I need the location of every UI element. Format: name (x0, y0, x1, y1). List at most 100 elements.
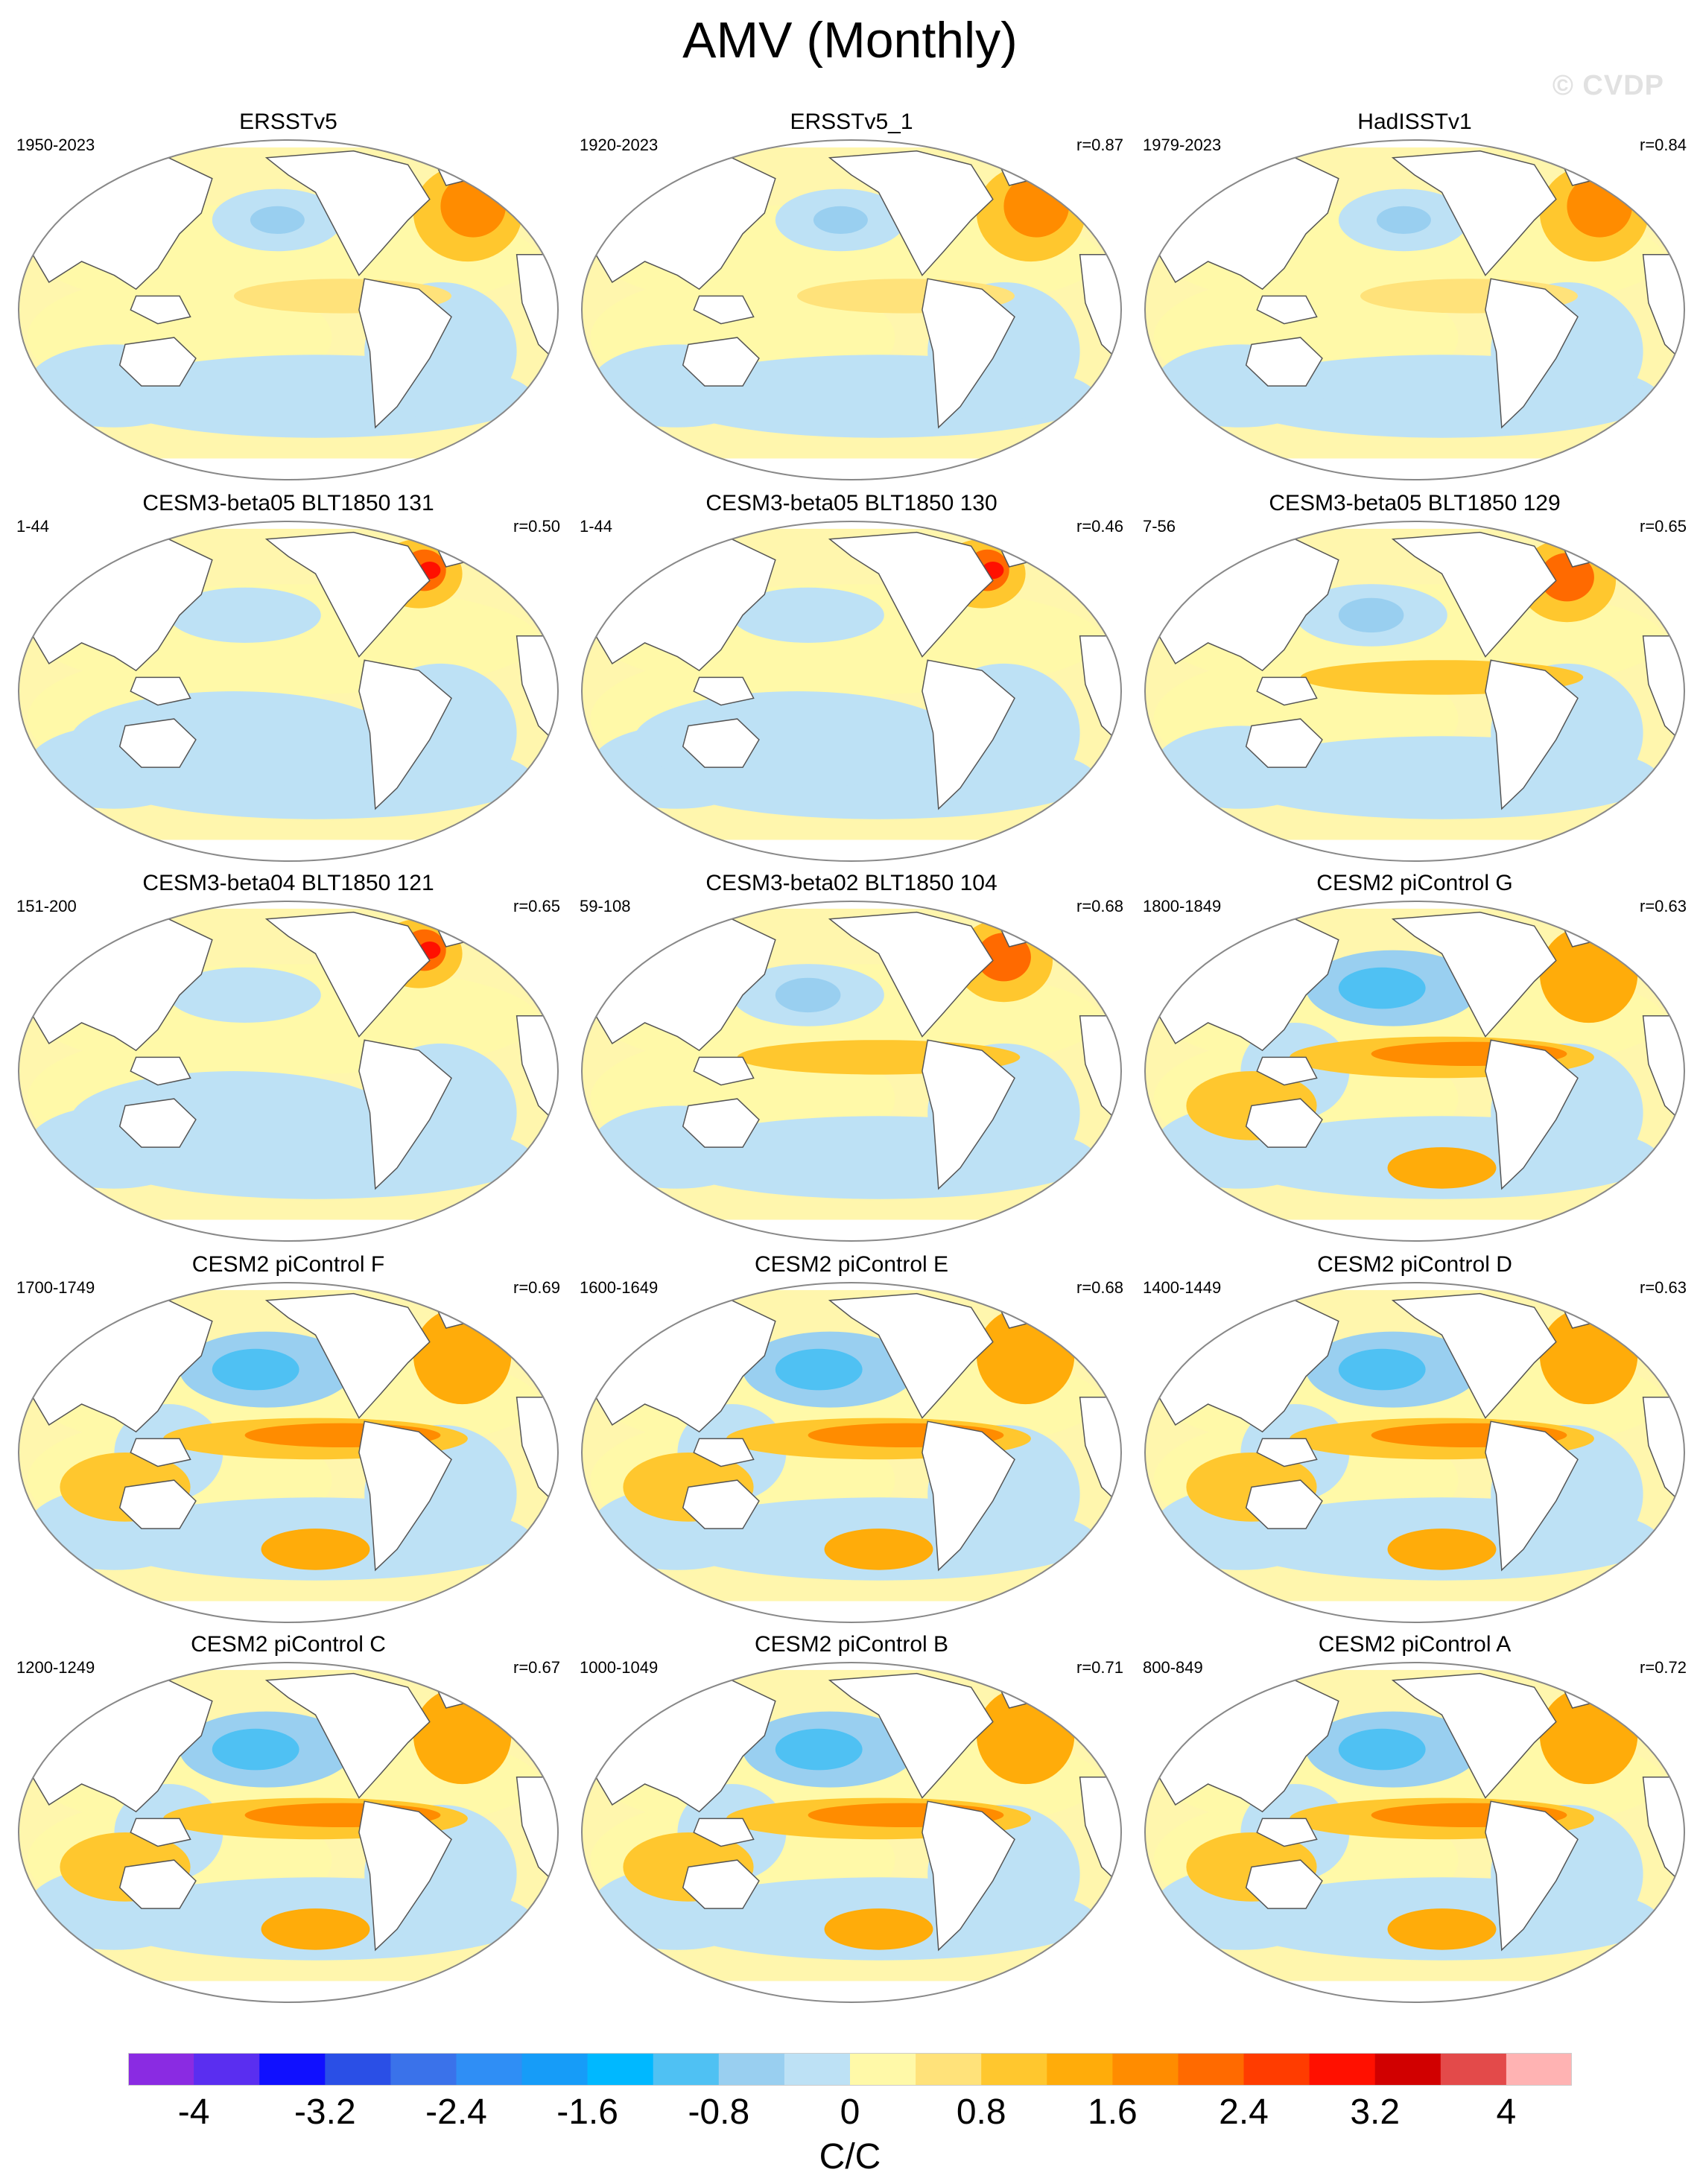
map-panel: CESM2 piControl F 1700-1749 r=0.69 (16, 1251, 560, 1624)
land-maritime-continent (130, 676, 191, 706)
land-australia (1245, 337, 1323, 387)
land-north-america (264, 1672, 431, 1799)
panel-correlation: r=0.72 (1640, 1658, 1687, 1677)
land-south-america (922, 1039, 1015, 1190)
map-panel: CESM2 piControl G 1800-1849 r=0.63 (1143, 870, 1687, 1242)
panel-title: CESM3-beta02 BLT1850 104 (705, 871, 998, 895)
anomaly-region (168, 587, 321, 643)
anomaly-region (813, 206, 868, 234)
map-border (1144, 521, 1685, 862)
panel-period: 1920-2023 (580, 136, 659, 154)
land-north-america (264, 1292, 431, 1419)
panel-period: 59-108 (580, 897, 631, 915)
map-panel: CESM3-beta04 BLT1850 121 151-200 r=0.65 (16, 870, 560, 1242)
panel-period: 1000-1049 (580, 1658, 659, 1677)
anomaly-region (1539, 926, 1638, 1023)
panel-correlation: r=0.71 (1076, 1658, 1123, 1677)
map-panel: CESM2 piControl B 1000-1049 r=0.71 (580, 1631, 1123, 2004)
colorbar-labels: -4 -3.2 -2.4 -1.6 -0.8 0 0.8 1.6 2.4 3.2 4 (0, 2092, 1700, 2136)
map-border (581, 1282, 1122, 1623)
watermark: © CVDP (1552, 70, 1664, 101)
land-south-america (1485, 278, 1579, 429)
colorbar-swatch (456, 2053, 523, 2086)
panel-period: 1200-1249 (16, 1658, 95, 1677)
polar-no-data (19, 521, 558, 529)
land-australia (682, 1098, 760, 1148)
anomaly-region (1539, 1307, 1638, 1405)
land-australia (1245, 1479, 1323, 1529)
anomaly-region (261, 1529, 370, 1570)
sst-map (581, 139, 1122, 480)
colorbar-swatch (128, 2053, 194, 2086)
colorbar-swatch (390, 2053, 457, 2086)
map-panel: ERSSTv5_1 1920-2023 r=0.87 (580, 109, 1123, 481)
map-border (18, 521, 559, 862)
panel-title: CESM2 piControl B (754, 1632, 949, 1657)
land-australia (118, 1098, 197, 1148)
panel-correlation: r=0.46 (1076, 517, 1123, 536)
land-south-america (922, 659, 1015, 810)
land-maritime-continent (130, 1056, 191, 1086)
land-north-america (264, 150, 431, 276)
map-panel: HadISSTv1 1979-2023 r=0.84 (1143, 109, 1687, 481)
map-panel: CESM2 piControl D 1400-1449 r=0.63 (1143, 1251, 1687, 1624)
colorbar-swatch (1506, 2053, 1573, 2086)
colorbar-label: -1.6 (556, 2092, 618, 2132)
land-australia (118, 1479, 197, 1529)
panel-correlation: r=0.68 (1076, 897, 1123, 915)
colorbar-swatch (1440, 2053, 1507, 2086)
panel-title: CESM2 piControl A (1318, 1632, 1512, 1657)
map-panel: CESM3-beta02 BLT1850 104 59-108 r=0.68 (580, 870, 1123, 1242)
colorbar-label: -2.4 (425, 2092, 487, 2132)
sst-map (581, 901, 1122, 1242)
panel-period: 1950-2023 (16, 136, 95, 154)
colorbar-swatch (1243, 2053, 1310, 2086)
panel-title: CESM2 piControl E (754, 1252, 949, 1277)
colorbar-swatch (981, 2053, 1047, 2086)
land-south-america (922, 278, 1015, 429)
map-border (1144, 1282, 1685, 1623)
land-north-america (1391, 911, 1557, 1038)
polar-no-data (582, 901, 1121, 909)
anomaly-region (1387, 1529, 1497, 1570)
land-north-america (264, 531, 431, 658)
land-south-america (922, 1420, 1015, 1572)
colorbar-label: 0.8 (956, 2092, 1006, 2132)
sst-map (1144, 139, 1685, 480)
colorbar-swatch (784, 2053, 851, 2086)
panel-correlation: r=0.65 (513, 897, 560, 915)
panel-period: 1-44 (16, 517, 50, 536)
anomaly-region (1338, 967, 1426, 1009)
panel-title: ERSSTv5_1 (790, 109, 913, 134)
sst-map (1144, 901, 1685, 1242)
anomaly-region (775, 1348, 863, 1391)
anomaly-region (634, 691, 960, 788)
anomaly-region (413, 1687, 512, 1785)
land-australia (118, 718, 197, 768)
sst-map (581, 521, 1122, 862)
colorbar-swatch (653, 2053, 720, 2086)
map-border (18, 139, 559, 480)
anomaly-region (413, 1307, 512, 1405)
anomaly-region (824, 1908, 933, 1950)
map-border (18, 901, 559, 1242)
map-panel: CESM3-beta05 BLT1850 130 1-44 r=0.46 (580, 490, 1123, 863)
colorbar-swatch (259, 2053, 326, 2086)
colorbar-swatch (850, 2053, 916, 2086)
colorbar-label: -4 (177, 2092, 210, 2132)
land-south-america (922, 1800, 1015, 1952)
colorbar-label: 3.2 (1350, 2092, 1401, 2132)
panel-period: 1400-1449 (1143, 1278, 1222, 1297)
land-maritime-continent (130, 1438, 191, 1467)
polar-no-data (1145, 901, 1684, 909)
map-border (1144, 1662, 1685, 2003)
land-north-america (828, 911, 994, 1038)
polar-no-data (582, 521, 1121, 529)
panel-title: CESM3-beta05 BLT1850 131 (142, 491, 434, 515)
anomaly-region (1338, 1348, 1426, 1391)
land-maritime-continent (1256, 1056, 1318, 1086)
panel-period: 1979-2023 (1143, 136, 1222, 154)
panel-period: 1800-1849 (1143, 897, 1222, 915)
colorbar-swatch (1374, 2053, 1441, 2086)
sst-map (581, 1282, 1122, 1623)
